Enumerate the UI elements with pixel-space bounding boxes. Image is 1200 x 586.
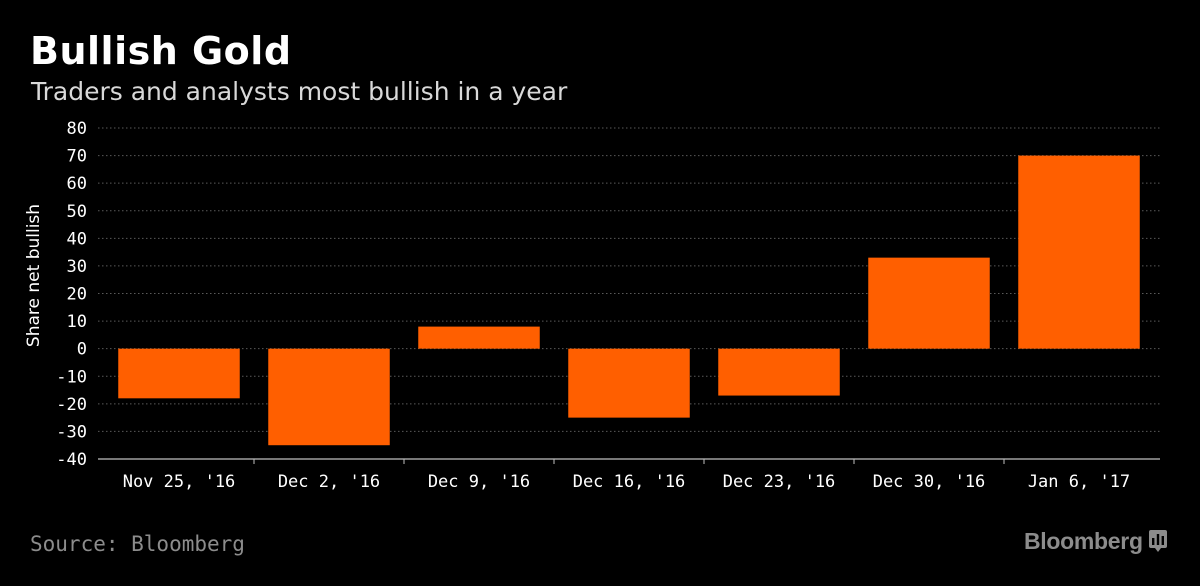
x-axis bbox=[98, 458, 1160, 464]
y-tick-label: -20 bbox=[56, 395, 87, 415]
bar bbox=[118, 348, 240, 399]
y-tick-label: 10 bbox=[67, 312, 87, 332]
x-tick-label: Dec 30, '16 bbox=[873, 472, 986, 492]
x-tick-label: Nov 25, '16 bbox=[123, 472, 236, 492]
y-tick-label: 70 bbox=[67, 147, 87, 167]
y-tick-label: 40 bbox=[67, 229, 87, 249]
chart-subtitle: Traders and analysts most bullish in a y… bbox=[31, 77, 568, 106]
y-tick-label: 30 bbox=[67, 257, 87, 277]
bars bbox=[118, 155, 1140, 446]
x-tick-label: Dec 16, '16 bbox=[573, 472, 686, 492]
y-tick-label: -10 bbox=[56, 367, 87, 387]
bar bbox=[568, 348, 690, 418]
x-tick-label: Dec 9, '16 bbox=[428, 472, 530, 492]
bar bbox=[868, 257, 990, 349]
y-tick-label: 60 bbox=[67, 174, 87, 194]
bar bbox=[1018, 155, 1140, 349]
x-tick-label: Dec 2, '16 bbox=[278, 472, 380, 492]
y-tick-label: 0 bbox=[77, 340, 87, 360]
bloomberg-terminal-icon bbox=[1148, 530, 1167, 552]
x-tick-label: Dec 23, '16 bbox=[723, 472, 836, 492]
y-tick-label: -40 bbox=[56, 450, 87, 470]
bloomberg-logo: Bloomberg bbox=[1024, 526, 1167, 556]
bar bbox=[268, 348, 390, 446]
y-tick-label: -30 bbox=[56, 422, 87, 442]
bloomberg-logo-text: Bloomberg bbox=[1024, 527, 1143, 554]
y-tick-label: 80 bbox=[67, 119, 87, 139]
x-tick-label: Jan 6, '17 bbox=[1028, 472, 1130, 492]
y-tick-label: 50 bbox=[67, 202, 87, 222]
x-axis-ticks: Nov 25, '16 Dec 2, '16 Dec 9, '16 Dec 16, '… bbox=[123, 472, 1130, 492]
chart-title: Bullish Gold bbox=[30, 29, 292, 73]
bar bbox=[718, 348, 840, 396]
y-axis-ticks: 80 70 60 50 40 30 20 10 0 -10 -20 -30 -40 bbox=[56, 119, 87, 470]
bar bbox=[418, 326, 540, 349]
y-axis-label: Share net bullish bbox=[24, 204, 44, 347]
y-tick-label: 20 bbox=[67, 285, 87, 305]
source-note: Source: Bloomberg bbox=[30, 532, 245, 556]
